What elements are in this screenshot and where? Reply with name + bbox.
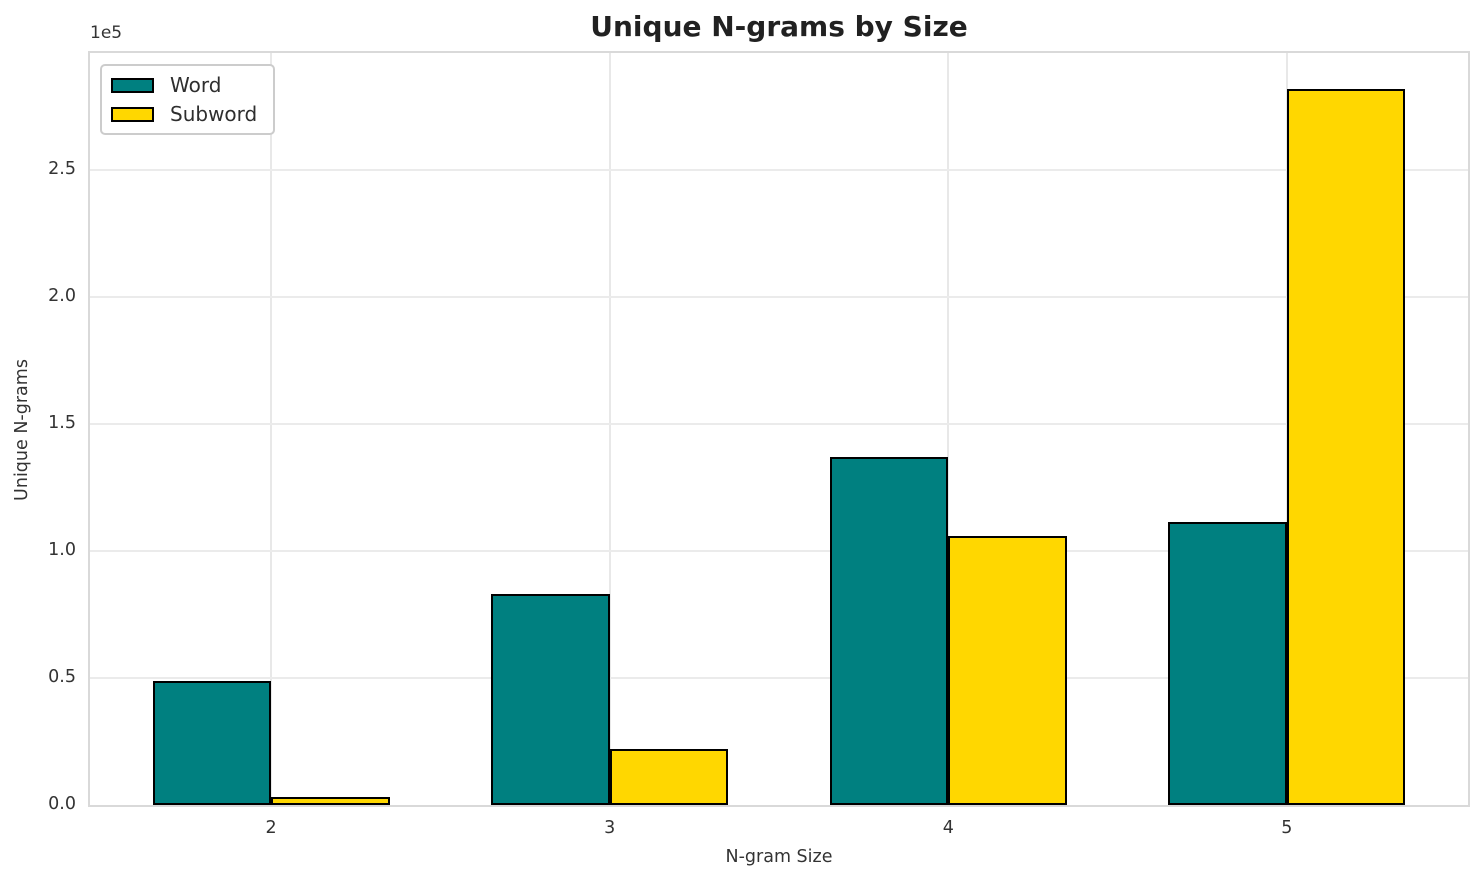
legend-item-subword: Subword [111, 102, 257, 126]
bar-subword-n2 [271, 797, 390, 805]
gridline-h [90, 549, 1468, 552]
bar-subword-n3 [609, 749, 729, 805]
x-tick-label: 2 [265, 818, 277, 838]
x-tick-label: 4 [942, 818, 954, 838]
x-tick-label: 3 [604, 818, 616, 838]
gridline-h [90, 422, 1468, 425]
y-tick-label: 2.0 [48, 285, 76, 306]
gridline-v [947, 53, 950, 805]
bar-subword-n5 [1286, 88, 1406, 805]
bar-word-n2 [152, 680, 272, 805]
gridline-h [90, 168, 1468, 171]
legend-swatch-word-icon [111, 77, 154, 93]
chart-title: Unique N-grams by Size [590, 10, 968, 43]
legend: Word Subword [100, 64, 276, 135]
bar-subword-n4 [948, 535, 1067, 805]
legend-item-word: Word [111, 73, 257, 97]
y-tick-label: 2.5 [48, 158, 76, 179]
y-tick-label: 0.5 [48, 666, 76, 687]
x-tick-label: 5 [1281, 818, 1293, 838]
y-tick-label: 1.5 [48, 412, 76, 433]
legend-label-subword: Subword [170, 102, 258, 126]
legend-swatch-subword-icon [111, 106, 154, 122]
gridline-h [90, 676, 1468, 679]
legend-label-word: Word [170, 73, 222, 97]
gridline-v [608, 53, 611, 805]
y-tick-label: 0.0 [48, 794, 76, 814]
gridline-h [90, 295, 1468, 298]
bar-word-n3 [491, 594, 610, 805]
gridline-v [270, 53, 273, 805]
x-axis-label: N-gram Size [725, 847, 833, 867]
bars-layer [90, 53, 1468, 805]
plot-area: Word Subword [88, 51, 1470, 807]
y-axis-offset-text: 1e5 [90, 23, 123, 43]
bar-word-n5 [1168, 521, 1287, 805]
y-tick-label: 1.0 [48, 539, 76, 560]
bar-word-n4 [829, 456, 949, 805]
